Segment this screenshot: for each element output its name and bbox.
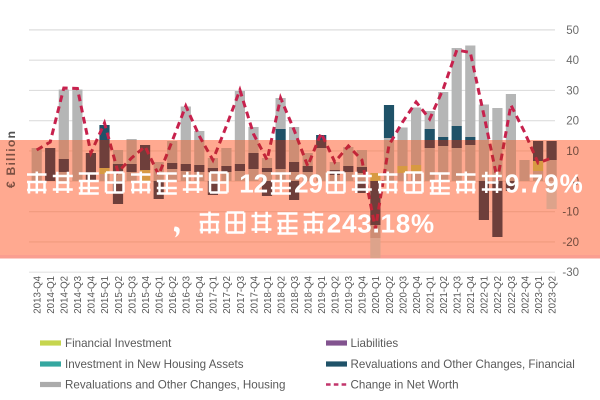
svg-text:29: 29 <box>294 169 323 199</box>
svg-text:2014-Q2: 2014-Q2 <box>60 276 71 314</box>
svg-text:40: 40 <box>566 55 579 67</box>
svg-text:2015-Q2: 2015-Q2 <box>114 276 125 314</box>
svg-text:2022-Q3: 2022-Q3 <box>507 276 518 314</box>
svg-text:2022-Q4: 2022-Q4 <box>520 275 531 313</box>
svg-text:2015-Q3: 2015-Q3 <box>127 276 138 314</box>
svg-text:2014-Q3: 2014-Q3 <box>73 276 84 314</box>
svg-text:2013-Q4: 2013-Q4 <box>33 275 44 313</box>
svg-text:2018-Q4: 2018-Q4 <box>304 275 315 313</box>
svg-text:9.79%: 9.79% <box>505 169 584 199</box>
svg-text:2020-Q4: 2020-Q4 <box>412 275 423 313</box>
svg-text:2016-Q3: 2016-Q3 <box>182 276 193 314</box>
svg-text:2021-Q4: 2021-Q4 <box>466 275 477 313</box>
svg-text:2015-Q4: 2015-Q4 <box>141 275 152 313</box>
svg-text:2019-Q2: 2019-Q2 <box>331 276 342 314</box>
svg-text:2015-Q1: 2015-Q1 <box>100 276 111 314</box>
svg-text:2022-Q2: 2022-Q2 <box>493 276 504 314</box>
svg-text:Change in Net Worth: Change in Net Worth <box>351 379 459 392</box>
svg-text:2016-Q1: 2016-Q1 <box>155 276 166 314</box>
svg-text:-20: -20 <box>562 237 579 249</box>
svg-text:2019-Q1: 2019-Q1 <box>317 276 328 314</box>
svg-text:2020-Q2: 2020-Q2 <box>385 276 396 314</box>
svg-text:2014-Q1: 2014-Q1 <box>46 276 57 314</box>
svg-text:€ Billion: € Billion <box>4 130 18 188</box>
svg-text:10: 10 <box>566 146 579 158</box>
svg-text:20: 20 <box>566 116 579 128</box>
svg-text:-10: -10 <box>562 207 579 219</box>
svg-text:-30: -30 <box>562 267 579 279</box>
svg-text:Revaluations and Other Changes: Revaluations and Other Changes, Housing <box>65 379 285 392</box>
svg-text:2023-Q1: 2023-Q1 <box>534 276 545 314</box>
svg-text:Financial Investment: Financial Investment <box>65 337 172 350</box>
svg-text:243.18%: 243.18% <box>327 209 435 239</box>
svg-text:50: 50 <box>566 25 579 37</box>
svg-text:2023-Q2: 2023-Q2 <box>547 276 558 314</box>
svg-text:2020-Q3: 2020-Q3 <box>398 276 409 314</box>
svg-text:2017-Q3: 2017-Q3 <box>236 276 247 314</box>
svg-text:2018-Q2: 2018-Q2 <box>276 276 287 314</box>
svg-text:2022-Q1: 2022-Q1 <box>480 276 491 314</box>
svg-text:2016-Q2: 2016-Q2 <box>168 276 179 314</box>
svg-text:€ Billion: € Billion <box>4 130 18 188</box>
svg-text:2020-Q1: 2020-Q1 <box>371 276 382 314</box>
svg-text:Investment in New Housing Asse: Investment in New Housing Assets <box>65 358 244 371</box>
svg-text:2018-Q1: 2018-Q1 <box>263 276 274 314</box>
svg-text:2017-Q1: 2017-Q1 <box>209 276 220 314</box>
svg-text:30: 30 <box>566 86 579 98</box>
svg-text:Revaluations and Other Changes: Revaluations and Other Changes, Financia… <box>351 358 575 371</box>
svg-text:2014-Q4: 2014-Q4 <box>87 275 98 313</box>
svg-text:2017-Q2: 2017-Q2 <box>222 276 233 314</box>
svg-text:2019-Q4: 2019-Q4 <box>358 275 369 313</box>
svg-text:2019-Q3: 2019-Q3 <box>344 276 355 314</box>
svg-text:2021-Q1: 2021-Q1 <box>426 276 437 314</box>
svg-text:0: 0 <box>573 176 579 188</box>
svg-text:2021-Q2: 2021-Q2 <box>439 276 450 314</box>
svg-text:2017-Q4: 2017-Q4 <box>249 275 260 313</box>
svg-text:2016-Q4: 2016-Q4 <box>195 275 206 313</box>
svg-text:2021-Q3: 2021-Q3 <box>453 276 464 314</box>
svg-text:Liabilities: Liabilities <box>351 337 399 350</box>
svg-text:12: 12 <box>239 169 268 199</box>
svg-text:2018-Q3: 2018-Q3 <box>290 276 301 314</box>
